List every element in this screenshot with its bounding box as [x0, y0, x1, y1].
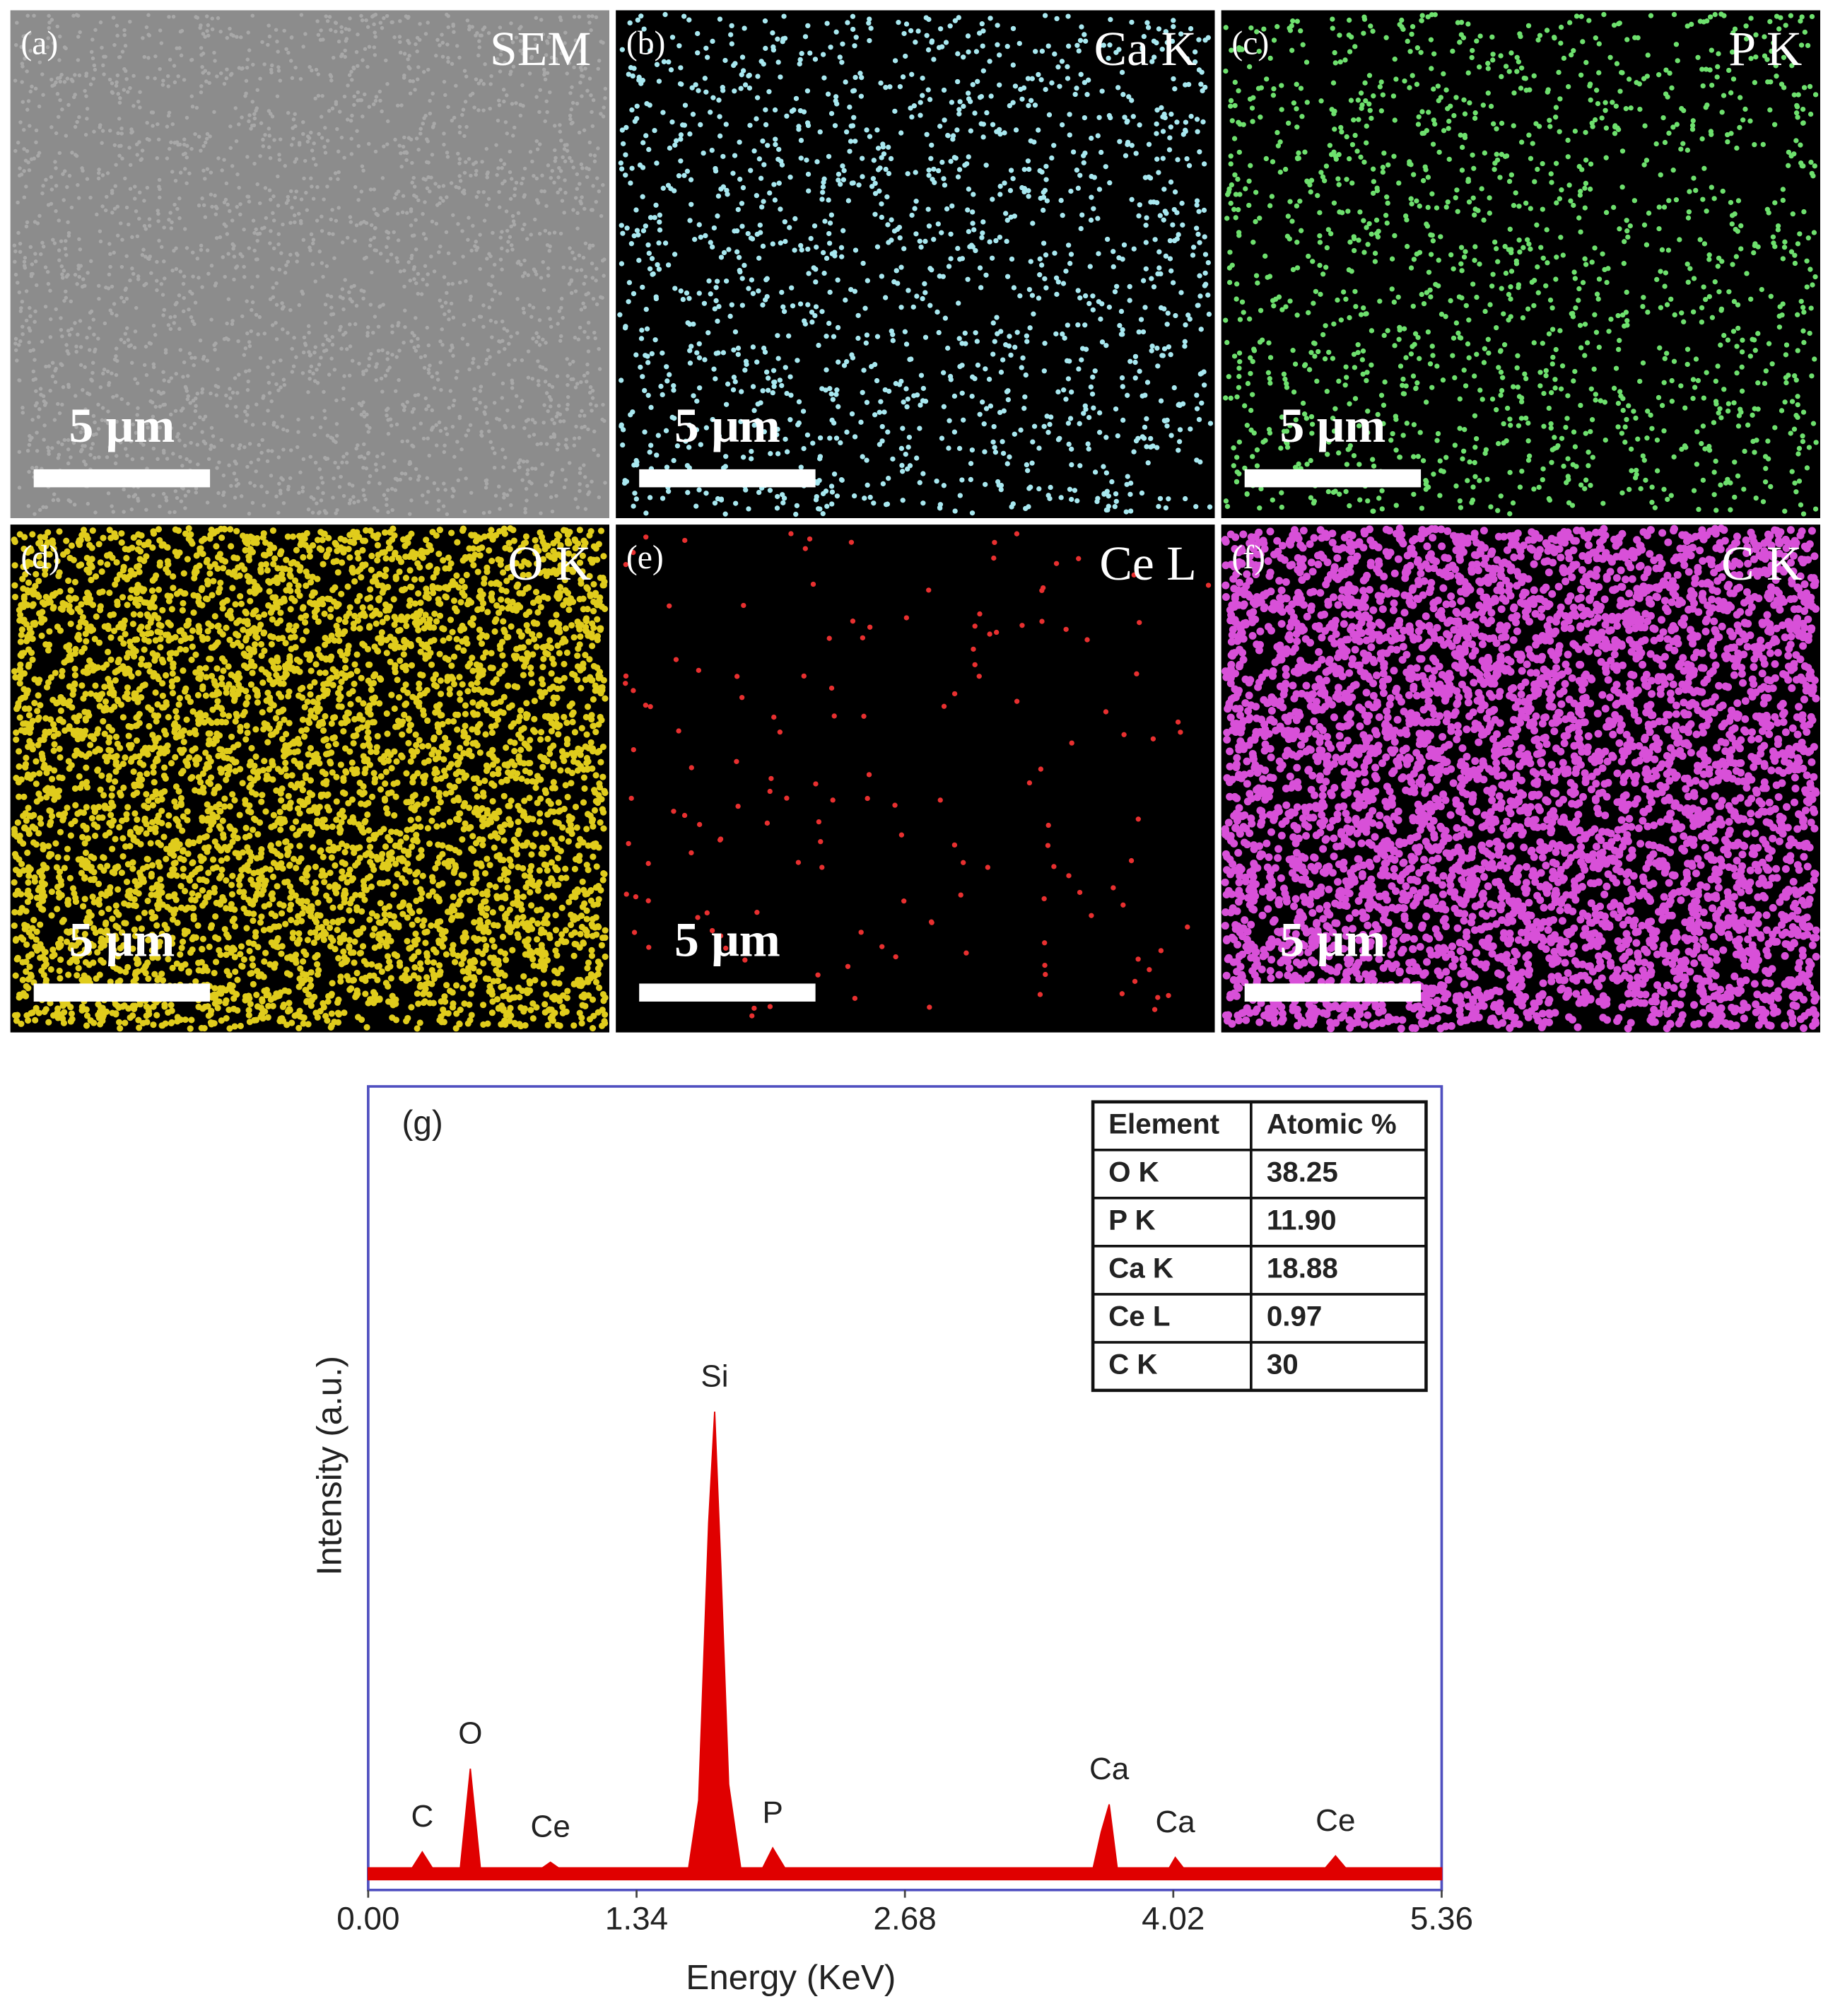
table-cell: P K [1108, 1205, 1156, 1236]
peak-label: Si [701, 1359, 728, 1393]
peak-label: Ce [531, 1810, 570, 1844]
scale-bar [639, 469, 816, 488]
element-label: C K [1721, 537, 1802, 591]
table-cell: Atomic % [1267, 1108, 1397, 1140]
element-label: O K [508, 537, 591, 591]
panel-label: (g) [402, 1104, 443, 1142]
panel-label: (b) [626, 25, 666, 61]
element-dots [1223, 11, 1819, 517]
x-axis-label: Energy (KeV) [686, 1958, 896, 1997]
scale-bar [639, 983, 816, 1002]
panel-background [616, 524, 1215, 1033]
element-label: Ce L [1099, 537, 1196, 591]
panel-label: (e) [626, 539, 664, 576]
x-tick-label: 1.34 [605, 1901, 668, 1937]
x-tick-label: 5.36 [1410, 1901, 1473, 1937]
element-dots [623, 531, 1212, 1019]
scale-bar-label: 5 μm [69, 913, 175, 968]
table-cell: 38.25 [1267, 1156, 1338, 1188]
panel-label: (d) [20, 539, 60, 576]
table-cell: Ce L [1108, 1301, 1170, 1332]
peak-label: C [411, 1799, 433, 1834]
scale-bar [1244, 469, 1422, 488]
panel-label: (f) [1231, 539, 1265, 576]
element-dots [11, 525, 609, 1032]
panel-label: (c) [1231, 25, 1269, 61]
panel-label: (a) [20, 25, 58, 61]
scale-bar-label: 5 μm [1279, 913, 1385, 968]
element-dots [617, 11, 1214, 517]
panel-background [10, 10, 609, 519]
x-tick-label: 0.00 [336, 1901, 399, 1937]
table-cell: 11.90 [1267, 1205, 1337, 1236]
peak-label: P [762, 1795, 783, 1830]
element-label: Ca K [1094, 23, 1197, 77]
table-cell: O K [1108, 1156, 1159, 1188]
scale-bar-label: 5 μm [69, 399, 175, 453]
element-dots [1221, 524, 1820, 1033]
scale-bar-label: 5 μm [674, 399, 780, 453]
spectrum-area [367, 1412, 1443, 1881]
peak-label: Ce [1316, 1803, 1355, 1838]
table-cell: 0.97 [1267, 1301, 1323, 1332]
scale-bar [1244, 983, 1422, 1002]
scale-bar-label: 5 μm [674, 913, 780, 968]
x-tick-label: 4.02 [1142, 1901, 1205, 1937]
table-cell: Element [1108, 1108, 1219, 1140]
panel-background [616, 10, 1215, 519]
element-label: SEM [490, 23, 591, 77]
peak-label: Ca [1156, 1805, 1196, 1839]
peak-label: Ca [1089, 1752, 1130, 1786]
element-label: P K [1728, 23, 1802, 77]
scale-bar-label: 5 μm [1279, 399, 1385, 453]
table-cell: Ca K [1108, 1253, 1173, 1284]
x-tick-label: 2.68 [874, 1901, 937, 1937]
peak-label: O [458, 1716, 482, 1750]
sem-texture [12, 12, 608, 517]
scale-bar [33, 469, 211, 488]
table-cell: C K [1108, 1349, 1157, 1381]
table-cell: 30 [1267, 1349, 1299, 1381]
table-cell: 18.88 [1267, 1253, 1338, 1284]
y-axis-label: Intensity (a.u.) [310, 1356, 348, 1576]
scale-bar [33, 983, 211, 1002]
